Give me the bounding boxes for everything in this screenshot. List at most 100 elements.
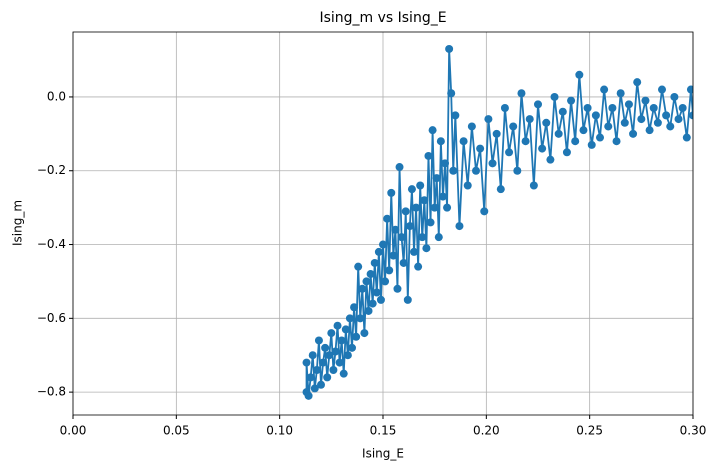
data-point [438,192,447,201]
x-tick-label: 0.10 [266,424,293,438]
data-point [310,384,319,393]
x-tick-label: 0.25 [576,424,603,438]
data-point [509,122,518,131]
data-point [658,85,666,94]
data-point [689,111,693,120]
data-point [366,270,375,279]
data-point [562,148,571,157]
data-point [529,181,538,190]
data-point [596,133,604,142]
data-point [319,358,328,367]
data-point [323,373,332,382]
data-point [341,325,350,334]
data-point [583,104,592,113]
data-point [604,122,613,131]
data-point [434,233,443,242]
data-point [600,85,609,94]
data-point [335,358,344,367]
data-point [391,225,400,234]
data-point [445,44,454,53]
data-point [488,159,497,168]
data-point [432,174,441,183]
data-point [571,137,580,146]
data-point [395,163,404,172]
data-point [428,126,437,135]
data-point [407,185,416,194]
data-point [405,222,414,231]
data-point [653,118,662,127]
x-axis-label: Ising_E [362,447,404,461]
data-point [579,126,588,135]
x-tick-label: 0.00 [60,424,87,438]
x-tick-label: 0.05 [163,424,190,438]
data-point [343,351,352,360]
data-point [308,351,317,360]
data-point [629,129,638,138]
data-point [389,251,398,260]
data-point [441,159,449,168]
data-point [420,196,429,205]
data-point [517,89,526,98]
data-point [337,336,346,345]
data-point [362,277,371,286]
data-point [393,284,402,293]
data-point [633,78,642,87]
data-point [424,151,433,160]
x-tick-label: 0.15 [370,424,397,438]
data-point [354,262,363,271]
data-point [678,104,687,113]
data-point [500,104,509,113]
data-point [376,295,385,304]
data-point [620,118,629,127]
data-point [331,347,340,356]
data-point [426,218,435,227]
data-point [416,181,425,190]
data-point [472,166,480,175]
data-point [385,266,394,275]
data-point [686,85,693,94]
data-line [305,48,693,396]
data-point [641,96,650,105]
data-point [414,262,423,271]
data-point [591,111,600,120]
data-point [449,166,458,175]
data-point [542,118,551,127]
data-point [358,284,367,293]
data-point [463,181,472,190]
data-point [558,107,567,116]
data-point [447,89,456,98]
data-point [451,111,460,120]
y-axis-label: Ising_m [11,200,25,246]
data-point [670,92,679,101]
data-point [459,137,468,146]
data-point [480,207,489,216]
y-tick-label: −0.4 [37,237,66,251]
data-point [401,207,410,216]
data-point [637,115,646,124]
data-point [521,137,530,146]
data-point [321,343,330,352]
data-point [422,244,431,253]
data-point [325,351,334,360]
data-point [370,258,379,267]
data-point [534,100,542,109]
data-point [364,306,373,315]
y-tick-label: −0.6 [37,311,66,325]
data-point [360,329,369,338]
data-point [314,336,323,345]
data-point [379,240,387,249]
data-point [467,122,476,131]
data-point [476,144,485,153]
data-point [306,373,315,382]
data-point [608,104,617,113]
data-point [443,203,452,212]
data-point [356,314,365,323]
data-point [666,122,675,131]
data-point [546,155,555,164]
y-tick-label: −0.2 [37,163,66,177]
data-point [645,126,654,135]
data-point [567,96,576,105]
data-point [317,380,325,389]
data-point [418,233,427,242]
